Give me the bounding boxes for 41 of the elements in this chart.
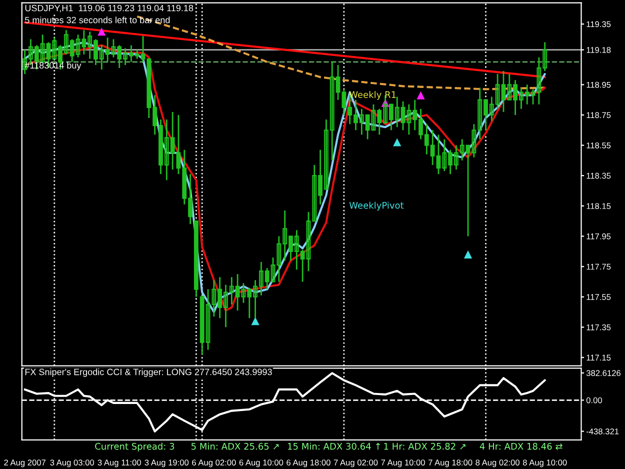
point <box>393 138 402 146</box>
text: 1 Hr: ADX 25.82 ↗ <box>384 442 466 450</box>
category-label: 6 Aug 10:00 <box>239 460 284 468</box>
category-label: 2 Aug 2007 <box>4 460 46 468</box>
y-tick-label: 118.15 <box>586 203 611 210</box>
y-tick-label: 382.6126 <box>586 370 620 376</box>
category-label: 3 Aug 11:00 <box>98 460 141 468</box>
point <box>464 250 472 258</box>
text: 5 Min: ADX 25.65 ↗ <box>192 442 279 450</box>
y-tick-label: 118.75 <box>586 112 611 118</box>
y-tick-label: 118.35 <box>586 172 611 179</box>
line-series <box>136 15 546 90</box>
y-tick-label: 117.15 <box>586 354 611 361</box>
point <box>416 91 425 100</box>
text: 4 Hr: ADX 18.46 ⇄ <box>480 442 562 450</box>
y-tick-label: 118.95 <box>586 82 611 88</box>
y-tick-label: 117.55 <box>586 294 611 300</box>
category-label: 3 Aug 19:00 <box>144 460 189 468</box>
category-label: 3 Aug 03:00 <box>50 460 94 468</box>
category-label: 6 Aug 02:00 <box>192 460 236 468</box>
category-label: 8 Aug 10:00 <box>522 460 567 468</box>
category-label: 7 Aug 10:00 <box>381 460 425 468</box>
y-tick-label: 0.00 <box>586 397 602 404</box>
point <box>251 317 260 326</box>
y-tick-label: 117.35 <box>586 324 611 330</box>
annotation: WeeklyPivot <box>349 202 404 210</box>
y-tick-label: 119.18 <box>586 47 611 53</box>
text: Current Spread: 3 <box>95 442 174 452</box>
text: 15 Min: ADX 30.64 ↑ <box>288 442 380 450</box>
category-label: 8 Aug 02:00 <box>476 460 520 468</box>
y-tick-label: -438.321 <box>586 428 619 434</box>
y-tick-label: 119.35 <box>586 21 611 28</box>
point <box>98 28 106 36</box>
y-tick-label: 117.95 <box>586 233 611 240</box>
chart-title: FX Sniper's Ergodic CCI & Trigger: LONG 277.6450 243.9993 <box>25 368 272 377</box>
category-label: 7 Aug 18:00 <box>428 460 472 468</box>
category-label: 7 Aug 02:00 <box>334 460 378 468</box>
y-tick-label: 118.55 <box>586 142 611 148</box>
category-label: 6 Aug 18:00 <box>286 460 330 468</box>
chart-title: USDJPY,H1 119.06 119.23 119.04 119.18 <box>25 4 194 12</box>
y-tick-label: 117.75 <box>586 264 611 270</box>
